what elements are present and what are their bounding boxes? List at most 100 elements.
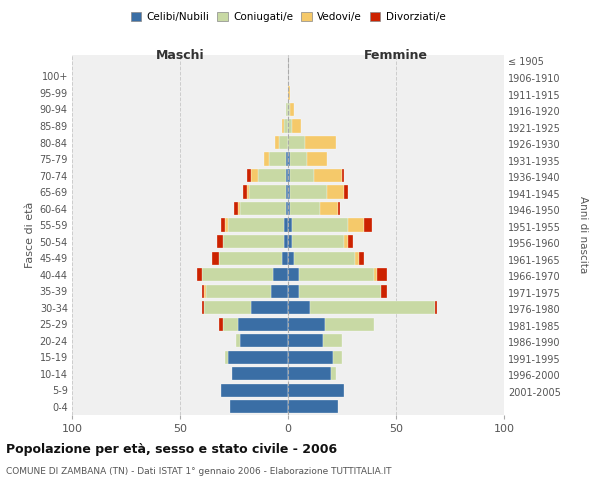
Bar bbox=[299, 284, 381, 298]
Text: Popolazione per età, sesso e stato civile - 2006: Popolazione per età, sesso e stato civil… bbox=[6, 442, 337, 456]
Bar bbox=[202, 301, 204, 314]
Bar bbox=[219, 252, 281, 264]
Bar bbox=[288, 235, 292, 248]
Bar bbox=[377, 268, 388, 281]
Bar bbox=[242, 186, 247, 198]
Bar bbox=[271, 284, 288, 298]
Bar bbox=[221, 218, 226, 232]
Bar bbox=[325, 318, 374, 331]
Bar bbox=[334, 350, 342, 364]
Bar bbox=[223, 318, 238, 331]
Bar bbox=[284, 235, 288, 248]
Bar bbox=[227, 350, 288, 364]
Bar bbox=[288, 169, 290, 182]
Bar bbox=[288, 268, 299, 281]
Bar bbox=[342, 169, 344, 182]
Bar bbox=[226, 218, 227, 232]
Bar bbox=[288, 202, 290, 215]
Bar bbox=[251, 301, 288, 314]
Bar bbox=[217, 235, 223, 248]
Bar bbox=[258, 169, 286, 182]
Bar bbox=[280, 136, 288, 149]
Legend: Celibi/Nubili, Coniugati/e, Vedovi/e, Divorziati/e: Celibi/Nubili, Coniugati/e, Vedovi/e, Di… bbox=[127, 8, 449, 26]
Bar bbox=[288, 284, 299, 298]
Bar bbox=[284, 218, 288, 232]
Bar bbox=[226, 350, 227, 364]
Bar bbox=[197, 268, 202, 281]
Bar bbox=[292, 235, 344, 248]
Bar bbox=[251, 169, 258, 182]
Bar bbox=[288, 120, 292, 132]
Bar bbox=[355, 252, 359, 264]
Bar bbox=[284, 120, 288, 132]
Bar bbox=[241, 334, 288, 347]
Bar bbox=[292, 120, 301, 132]
Bar bbox=[288, 367, 331, 380]
Bar bbox=[310, 301, 435, 314]
Bar bbox=[241, 202, 286, 215]
Bar bbox=[299, 268, 374, 281]
Bar bbox=[234, 202, 238, 215]
Bar bbox=[349, 218, 364, 232]
Bar bbox=[221, 384, 288, 397]
Bar bbox=[247, 169, 251, 182]
Bar bbox=[344, 235, 349, 248]
Bar bbox=[288, 218, 292, 232]
Bar bbox=[212, 252, 219, 264]
Bar bbox=[269, 152, 286, 166]
Y-axis label: Fasce di età: Fasce di età bbox=[25, 202, 35, 268]
Bar bbox=[288, 86, 290, 100]
Bar bbox=[288, 136, 305, 149]
Bar bbox=[249, 186, 286, 198]
Bar bbox=[288, 350, 334, 364]
Bar bbox=[286, 169, 288, 182]
Bar bbox=[238, 202, 241, 215]
Bar bbox=[288, 318, 325, 331]
Bar bbox=[281, 252, 288, 264]
Bar bbox=[349, 235, 353, 248]
Bar bbox=[288, 252, 295, 264]
Bar bbox=[320, 202, 338, 215]
Bar bbox=[288, 334, 323, 347]
Text: Femmine: Femmine bbox=[364, 48, 428, 62]
Text: COMUNE DI ZAMBANA (TN) - Dati ISTAT 1° gennaio 2006 - Elaborazione TUTTITALIA.IT: COMUNE DI ZAMBANA (TN) - Dati ISTAT 1° g… bbox=[6, 468, 392, 476]
Bar bbox=[219, 318, 223, 331]
Y-axis label: Anni di nascita: Anni di nascita bbox=[578, 196, 588, 274]
Bar bbox=[359, 252, 364, 264]
Bar bbox=[286, 103, 288, 116]
Bar bbox=[288, 152, 290, 166]
Bar bbox=[292, 218, 349, 232]
Bar bbox=[264, 152, 269, 166]
Bar bbox=[290, 169, 314, 182]
Bar bbox=[288, 301, 310, 314]
Bar bbox=[435, 301, 437, 314]
Bar bbox=[288, 186, 290, 198]
Bar bbox=[323, 334, 342, 347]
Bar bbox=[307, 152, 327, 166]
Bar bbox=[286, 186, 288, 198]
Bar bbox=[305, 136, 335, 149]
Bar bbox=[331, 367, 335, 380]
Bar bbox=[290, 202, 320, 215]
Bar bbox=[286, 152, 288, 166]
Bar bbox=[281, 120, 284, 132]
Bar bbox=[374, 268, 377, 281]
Bar bbox=[327, 186, 344, 198]
Bar bbox=[290, 103, 295, 116]
Bar bbox=[288, 103, 290, 116]
Bar bbox=[204, 284, 206, 298]
Bar bbox=[381, 284, 388, 298]
Bar bbox=[236, 334, 241, 347]
Bar bbox=[288, 384, 344, 397]
Bar bbox=[247, 186, 249, 198]
Bar bbox=[273, 268, 288, 281]
Bar bbox=[344, 186, 349, 198]
Bar bbox=[202, 284, 204, 298]
Bar bbox=[286, 202, 288, 215]
Bar bbox=[223, 235, 284, 248]
Bar bbox=[230, 400, 288, 413]
Bar bbox=[290, 152, 307, 166]
Bar bbox=[314, 169, 342, 182]
Bar bbox=[295, 252, 355, 264]
Bar bbox=[238, 318, 288, 331]
